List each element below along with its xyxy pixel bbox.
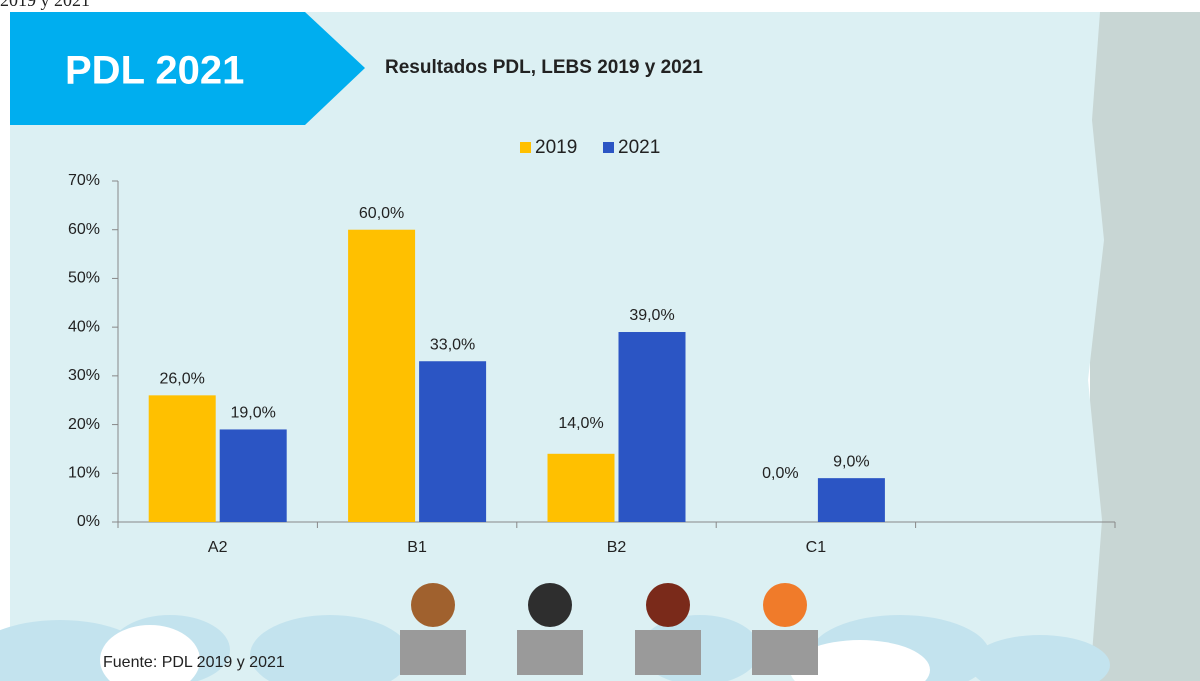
banner — [10, 12, 365, 125]
y-tick-label: 50% — [68, 270, 100, 287]
y-tick-label: 40% — [68, 318, 100, 335]
data-label: 0,0% — [762, 465, 798, 482]
clouds-front — [100, 625, 930, 681]
y-tick-label: 0% — [77, 513, 100, 530]
source: Fuente: PDL 2019 y 2021 — [103, 654, 285, 671]
bar — [419, 361, 487, 522]
x-tick-label: B1 — [407, 539, 427, 556]
x-tick-label: B2 — [607, 539, 627, 556]
x-tick-label: A2 — [208, 539, 228, 556]
data-label: 9,0% — [833, 453, 869, 470]
y-tick-label: 70% — [68, 172, 100, 189]
people — [400, 583, 818, 675]
paper-edge — [1090, 12, 1200, 681]
data-label: 60,0% — [359, 205, 404, 222]
legend-label: 2021 — [618, 137, 660, 158]
y-tick-label: 30% — [68, 367, 100, 384]
x-tick-label: C1 — [806, 539, 827, 556]
data-label: 33,0% — [430, 336, 475, 353]
data-label: 26,0% — [160, 371, 205, 388]
y-tick-label: 60% — [68, 221, 100, 238]
legend-swatch — [520, 142, 531, 153]
data-label: 14,0% — [558, 415, 603, 432]
bar — [219, 429, 287, 522]
legend-swatch — [603, 142, 614, 153]
y-tick-label: 20% — [68, 416, 100, 433]
bar — [148, 395, 216, 522]
top-caption: 2019 y 2021 — [0, 0, 90, 10]
y-tick-label: 10% — [68, 465, 100, 482]
data-label: 39,0% — [629, 307, 674, 324]
bar — [817, 478, 885, 522]
legend-label: 2019 — [535, 137, 577, 158]
bar — [348, 229, 416, 522]
banner-text: PDL 2021 — [65, 49, 244, 93]
chart-title: Resultados PDL, LEBS 2019 y 2021 — [385, 57, 703, 78]
data-label: 19,0% — [231, 405, 276, 422]
bar — [547, 453, 615, 522]
bar — [618, 332, 686, 522]
